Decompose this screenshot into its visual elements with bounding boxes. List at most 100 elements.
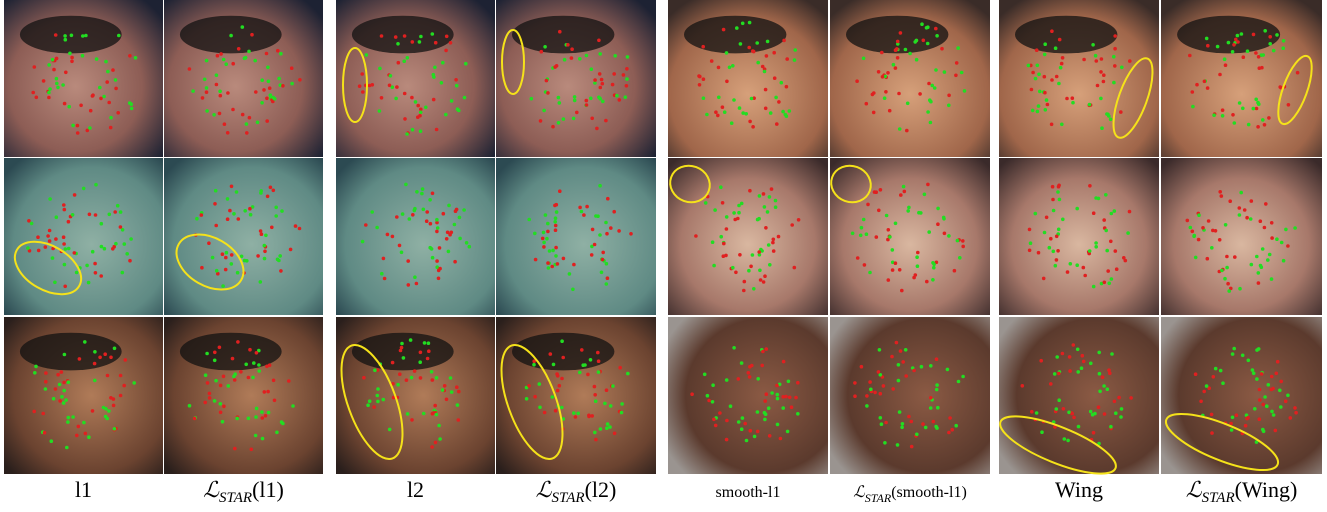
landmark (67, 220, 71, 224)
landmark (525, 397, 529, 401)
landmark (740, 361, 744, 365)
landmark (1044, 108, 1048, 112)
landmark (872, 111, 876, 115)
landmark (880, 51, 884, 55)
landmark (935, 357, 939, 361)
eyewear-region (684, 16, 786, 54)
landmark (1233, 255, 1237, 259)
landmark (1056, 249, 1060, 253)
landmark (609, 404, 613, 408)
landmark (1037, 251, 1041, 255)
landmark (546, 230, 550, 234)
landmark (862, 57, 866, 61)
landmark (1231, 50, 1235, 54)
landmark (1076, 370, 1080, 374)
landmark (75, 434, 79, 438)
landmark (1258, 398, 1262, 402)
landmark (737, 420, 741, 424)
landmark (935, 383, 939, 387)
landmark (427, 349, 431, 353)
landmark (884, 421, 888, 425)
landmark (611, 384, 615, 388)
landmark (103, 247, 107, 251)
landmark (1042, 277, 1046, 281)
landmark (205, 86, 209, 90)
landmark (1270, 221, 1274, 225)
landmark (765, 54, 769, 58)
landmark (463, 96, 467, 100)
landmark (756, 430, 760, 434)
caption: l1 (75, 477, 92, 502)
landmark (431, 256, 435, 260)
landmark (208, 392, 212, 396)
landmark (560, 406, 564, 410)
landmark (1092, 285, 1096, 289)
landmark (1043, 42, 1047, 46)
landmark (32, 410, 36, 414)
landmark (557, 96, 561, 100)
landmark (1281, 46, 1285, 50)
landmark (600, 271, 604, 275)
landmark (403, 92, 407, 96)
landmark (551, 249, 555, 253)
landmark (82, 421, 86, 425)
caption-subscript: STAR (219, 490, 252, 506)
landmark (1268, 253, 1272, 257)
landmark (408, 217, 412, 221)
landmark (1100, 126, 1104, 130)
landmark (394, 97, 398, 101)
landmark (269, 186, 273, 190)
landmark (273, 97, 277, 101)
landmark (534, 258, 538, 262)
landmark (1230, 428, 1234, 432)
landmark (764, 412, 768, 416)
landmark (52, 68, 56, 72)
landmark (55, 82, 59, 86)
landmark (1071, 96, 1075, 100)
landmark (585, 54, 589, 58)
landmark (879, 392, 883, 396)
landmark (879, 416, 883, 420)
landmark (457, 418, 461, 422)
landmark (597, 39, 601, 43)
landmark (275, 431, 279, 435)
landmark (98, 356, 102, 360)
landmark (1202, 390, 1206, 394)
landmark (712, 264, 716, 268)
landmark (1103, 412, 1107, 416)
landmark (926, 42, 930, 46)
landmark (52, 397, 56, 401)
landmark (924, 426, 928, 430)
landmark (756, 410, 760, 414)
landmark (894, 261, 898, 265)
landmark (603, 402, 607, 406)
landmark (1270, 375, 1274, 379)
image-background (999, 158, 1159, 315)
landmark (431, 378, 435, 382)
landmark (440, 81, 444, 85)
landmark (904, 48, 908, 52)
landmark (1220, 269, 1224, 273)
landmark (380, 34, 384, 38)
landmark (1263, 226, 1267, 230)
landmark (625, 84, 629, 88)
landmark (546, 91, 550, 95)
landmark (58, 383, 62, 387)
landmark (774, 205, 778, 209)
landmark (751, 125, 755, 129)
landmark (257, 363, 261, 367)
landmark (566, 43, 570, 47)
landmark (702, 77, 706, 81)
caption: ℒSTAR(l2) (536, 477, 617, 506)
landmark (527, 218, 531, 222)
landmark (60, 395, 64, 399)
landmark (1254, 51, 1258, 55)
landmark (960, 71, 964, 75)
landmark (87, 281, 91, 285)
landmark (598, 72, 602, 76)
landmark (1214, 229, 1218, 233)
landmark (742, 289, 746, 293)
landmark (926, 25, 930, 29)
landmark (1057, 372, 1061, 376)
landmark (261, 437, 265, 441)
